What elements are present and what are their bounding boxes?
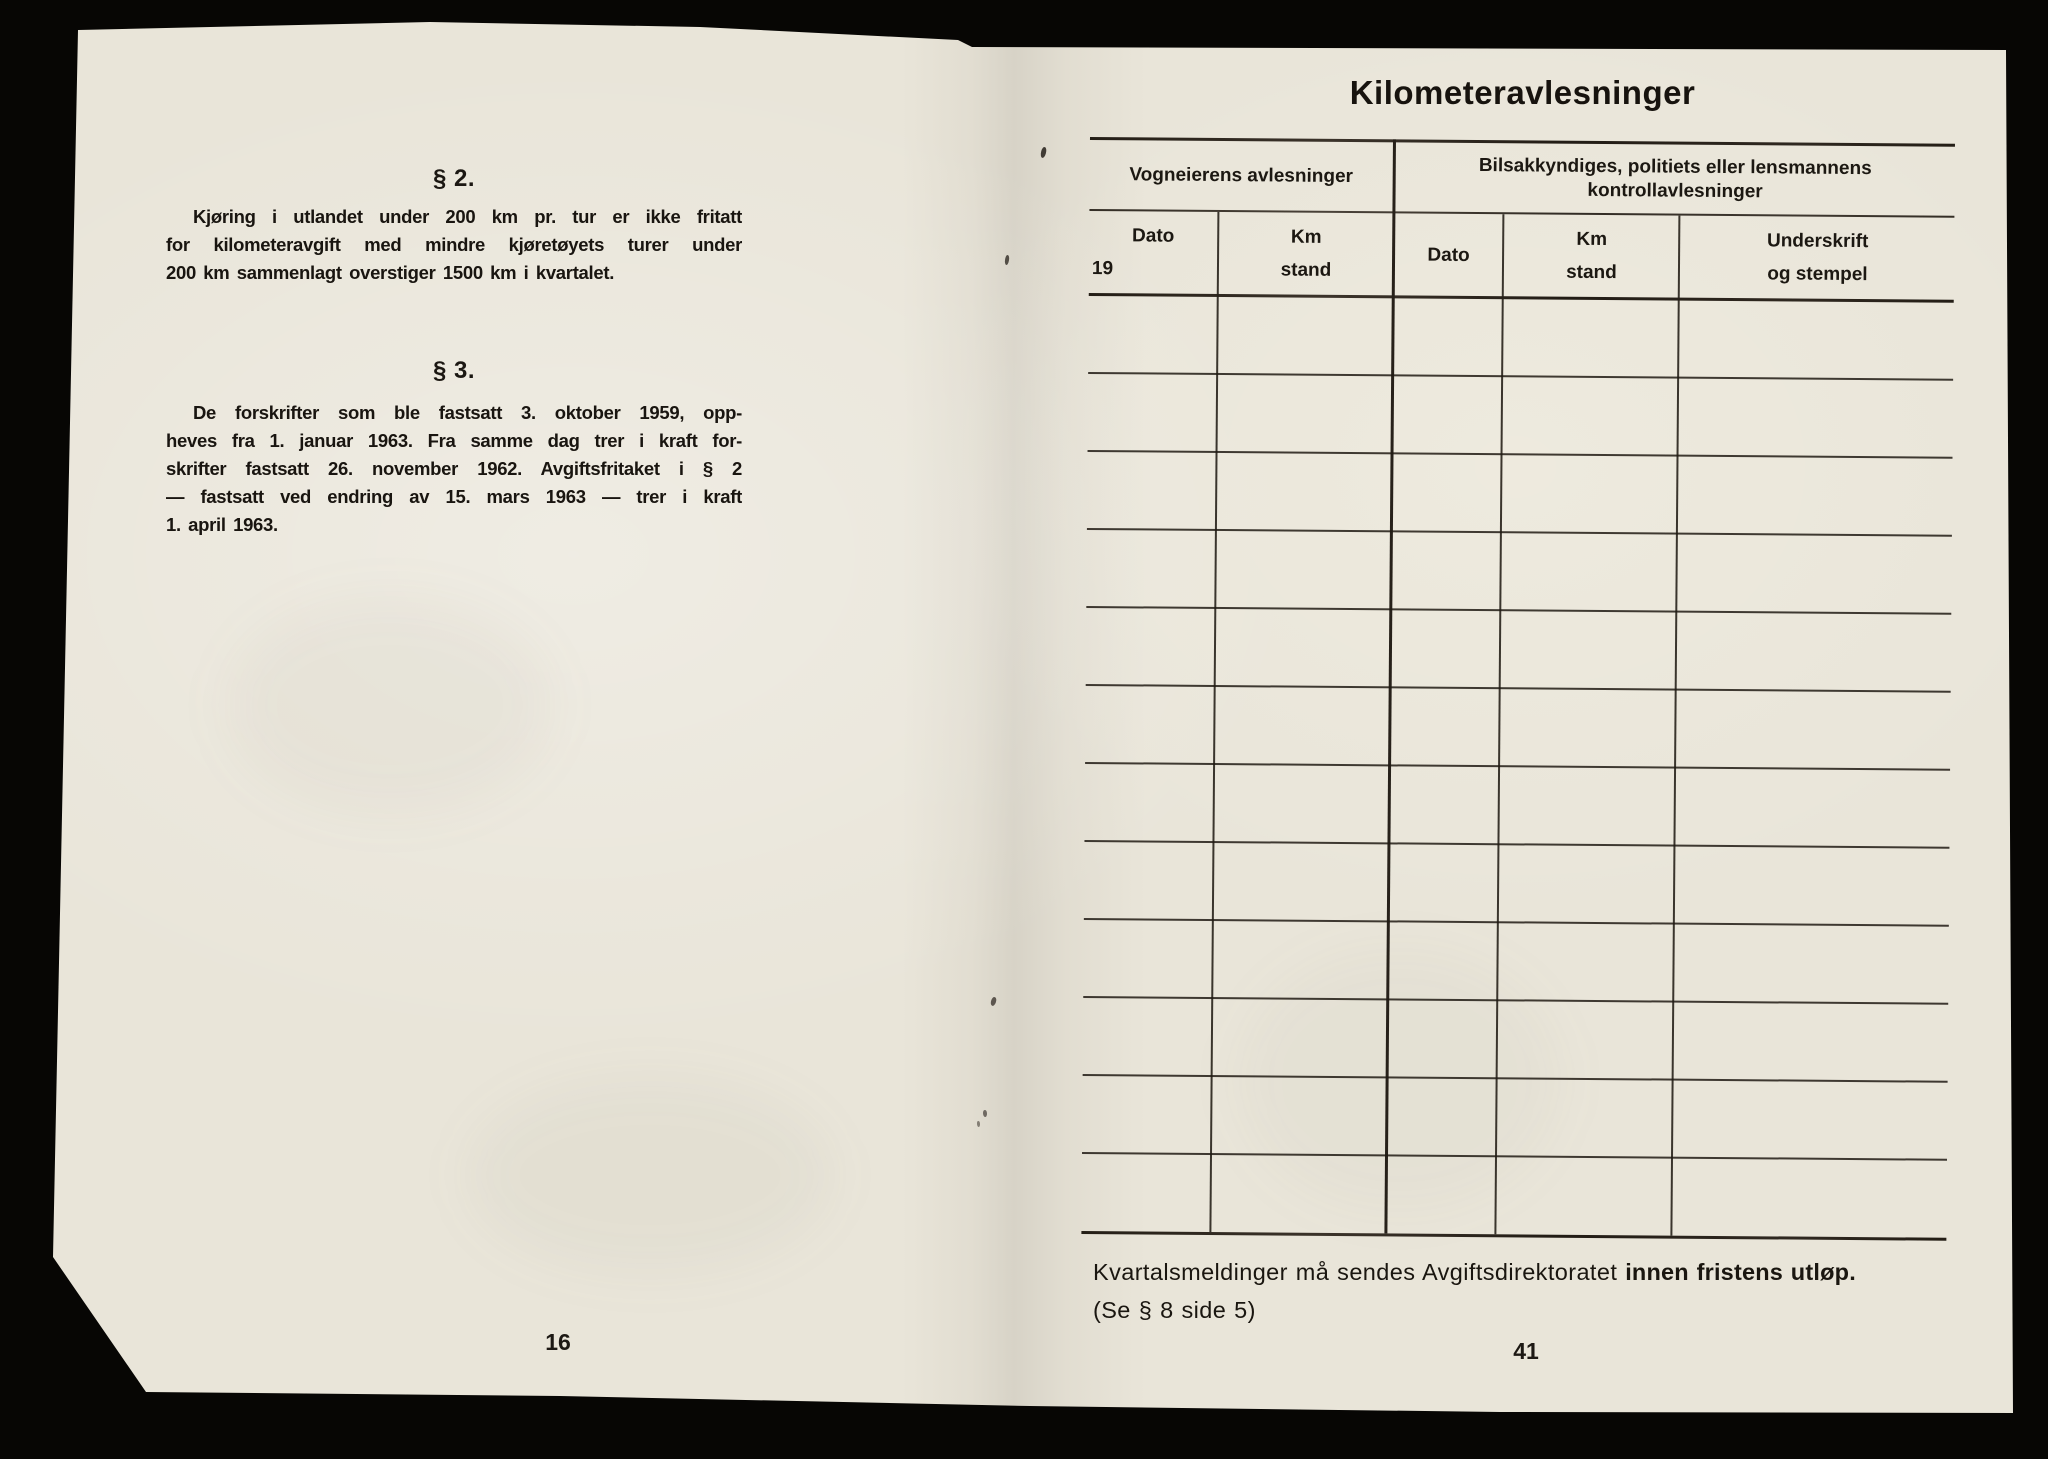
paragraph-line: for kilometeravgift med mindre kjøretøye… <box>166 234 742 255</box>
column-header-km-control: Km stand <box>1505 214 1679 297</box>
left-page-number: 16 <box>545 1329 571 1355</box>
section-3-heading: § 3. <box>432 357 476 384</box>
table-empty-row <box>1084 763 1951 849</box>
column-header-label: Dato <box>1132 225 1175 247</box>
column-header-label: og stempel <box>1767 263 1868 286</box>
scan-speck <box>1004 254 1010 266</box>
footer-notice-text: Kvartalsmeldinger må sendes Avgiftsdirek… <box>1093 1259 1626 1285</box>
paragraph-line: heves fra 1. januar 1963. Fra samme dag … <box>166 430 742 451</box>
column-header-label: Km <box>1290 226 1322 248</box>
column-header-km-owner: Km stand <box>1220 212 1393 295</box>
group-header-label: Vogneierens avlesninger <box>1129 163 1354 187</box>
scan-speck <box>989 996 998 1007</box>
kilometer-readings-table: Vogneierens avlesninger Bilsakkyndiges, … <box>1081 137 1955 1241</box>
table-empty-row <box>1083 841 1950 927</box>
scan-speck <box>1039 146 1048 159</box>
paragraph-line: De forskrifter som ble fastsatt 3. oktob… <box>193 402 742 423</box>
group-header-label: Bilsakkyndiges, politiets eller lensmann… <box>1478 154 1872 179</box>
column-header-date-control: Dato <box>1395 213 1503 296</box>
section-2-paragraph: Kjøring i utlandet under 200 km pr. tur … <box>166 203 742 287</box>
paragraph-line: — fastsatt ved endring av 15. mars 1963 … <box>166 486 742 507</box>
paragraph-line: 1. april 1963. <box>166 514 278 535</box>
column-header-label: stand <box>1280 259 1332 281</box>
table-empty-row <box>1081 1154 1947 1238</box>
column-header-label: Underskrift <box>1766 230 1869 253</box>
table-empty-row <box>1086 451 1953 537</box>
control-readings-group-header: Bilsakkyndiges, politiets eller lensmann… <box>1395 142 1955 215</box>
page-title: Kilometeravlesninger <box>1349 74 1696 111</box>
column-header-label: Dato <box>1427 244 1470 266</box>
footer-notice-bold-text: innen fristens utløp. <box>1625 1259 1856 1285</box>
owner-readings-group-header: Vogneierens avlesninger <box>1089 140 1393 211</box>
column-header-label: stand <box>1566 261 1617 284</box>
table-empty-row <box>1085 685 1951 771</box>
section-3-paragraph: De forskrifter som ble fastsatt 3. oktob… <box>166 399 742 539</box>
footer-notice: Kvartalsmeldinger må sendes Avgiftsdirek… <box>1093 1257 1993 1287</box>
table-empty-rows <box>1081 295 1954 1238</box>
table-empty-row <box>1083 919 1949 1005</box>
scan-speck <box>977 1121 980 1127</box>
paragraph-line: 200 km sammenlagt overstiger 1500 km i k… <box>166 262 615 283</box>
table-empty-row <box>1086 529 1952 615</box>
scan-speck <box>983 1110 987 1117</box>
table-empty-row <box>1085 607 1952 693</box>
table-empty-row <box>1082 1075 1948 1161</box>
column-header-label: Km <box>1576 228 1608 251</box>
paragraph-line: skrifter fastsatt 26. november 1962. Avg… <box>166 458 742 479</box>
paper-stain <box>470 1080 830 1270</box>
section-2-heading: § 2. <box>432 165 476 192</box>
table-empty-row <box>1087 373 1954 459</box>
column-header-signature-stamp: Underskrift og stempel <box>1681 216 1955 300</box>
paragraph-line: Kjøring i utlandet under 200 km pr. tur … <box>193 206 742 227</box>
year-prefix-label: 19 <box>1091 258 1114 280</box>
right-page-number: 41 <box>1513 1338 1539 1364</box>
column-header-date-owner: Dato 19 <box>1089 211 1218 294</box>
table-empty-row <box>1088 295 1954 381</box>
paper-stain <box>230 600 550 810</box>
footer-reference: (Se § 8 side 5) <box>1093 1297 1256 1323</box>
table-empty-row <box>1082 997 1949 1083</box>
group-header-label: kontrollavlesninger <box>1587 179 1763 202</box>
